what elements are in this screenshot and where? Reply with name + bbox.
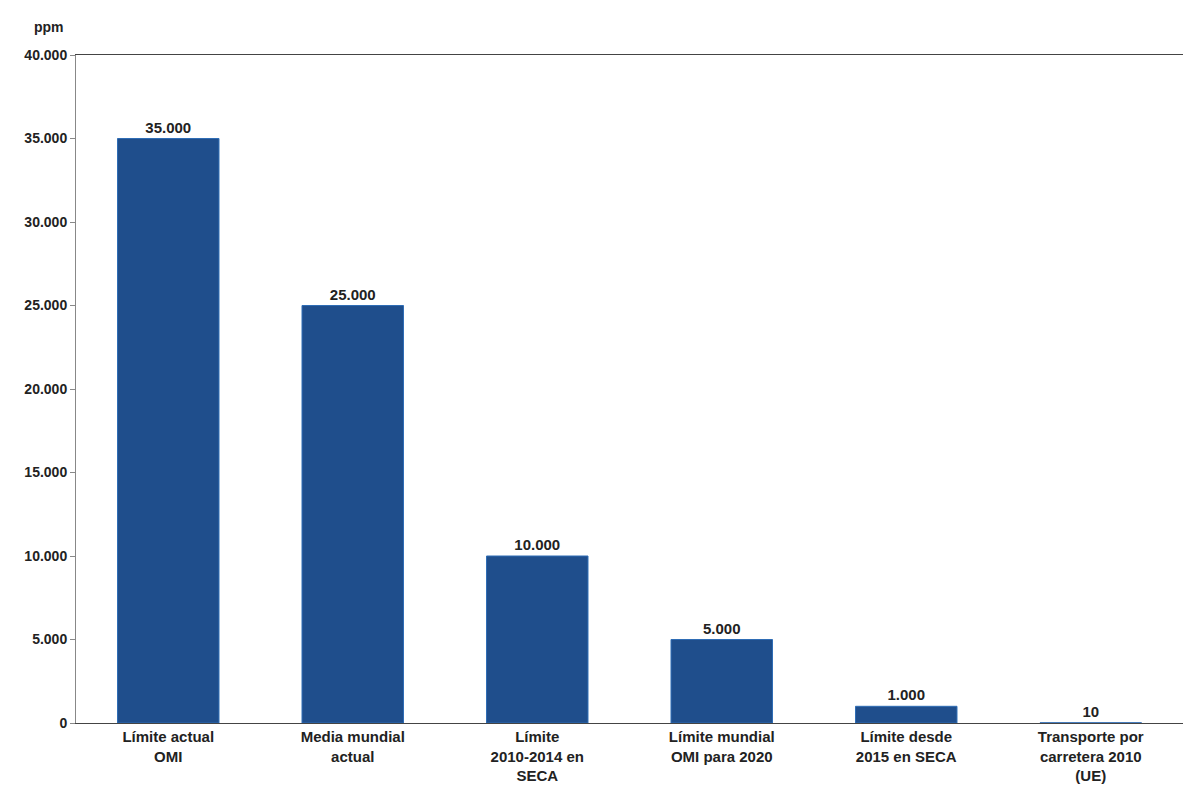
svg-text:25.000: 25.000 bbox=[330, 286, 376, 303]
svg-text:Límite mundialOMI para 2020: Límite mundialOMI para 2020 bbox=[669, 728, 775, 765]
svg-text:15.000: 15.000 bbox=[24, 464, 67, 480]
svg-text:40.000: 40.000 bbox=[24, 47, 67, 63]
svg-text:35.000: 35.000 bbox=[145, 119, 191, 136]
svg-text:5.000: 5.000 bbox=[32, 631, 67, 647]
svg-text:10.000: 10.000 bbox=[24, 548, 67, 564]
svg-text:Media mundialactual: Media mundialactual bbox=[301, 728, 405, 765]
svg-text:ppm: ppm bbox=[34, 19, 64, 35]
svg-text:Límite2010-2014 enSECA: Límite2010-2014 enSECA bbox=[491, 728, 584, 784]
svg-text:Límite desde2015 en SECA: Límite desde2015 en SECA bbox=[856, 728, 957, 765]
svg-text:0: 0 bbox=[59, 715, 67, 731]
svg-text:10.000: 10.000 bbox=[514, 536, 560, 553]
svg-text:Límite actualOMI: Límite actualOMI bbox=[122, 728, 214, 765]
svg-text:Transporte porcarretera 2010(U: Transporte porcarretera 2010(UE) bbox=[1038, 728, 1144, 784]
svg-text:10: 10 bbox=[1082, 703, 1099, 720]
svg-text:1.000: 1.000 bbox=[887, 686, 925, 703]
svg-text:20.000: 20.000 bbox=[24, 381, 67, 397]
svg-text:5.000: 5.000 bbox=[703, 620, 741, 637]
svg-text:25.000: 25.000 bbox=[24, 297, 67, 313]
svg-text:35.000: 35.000 bbox=[24, 130, 67, 146]
svg-text:30.000: 30.000 bbox=[24, 214, 67, 230]
